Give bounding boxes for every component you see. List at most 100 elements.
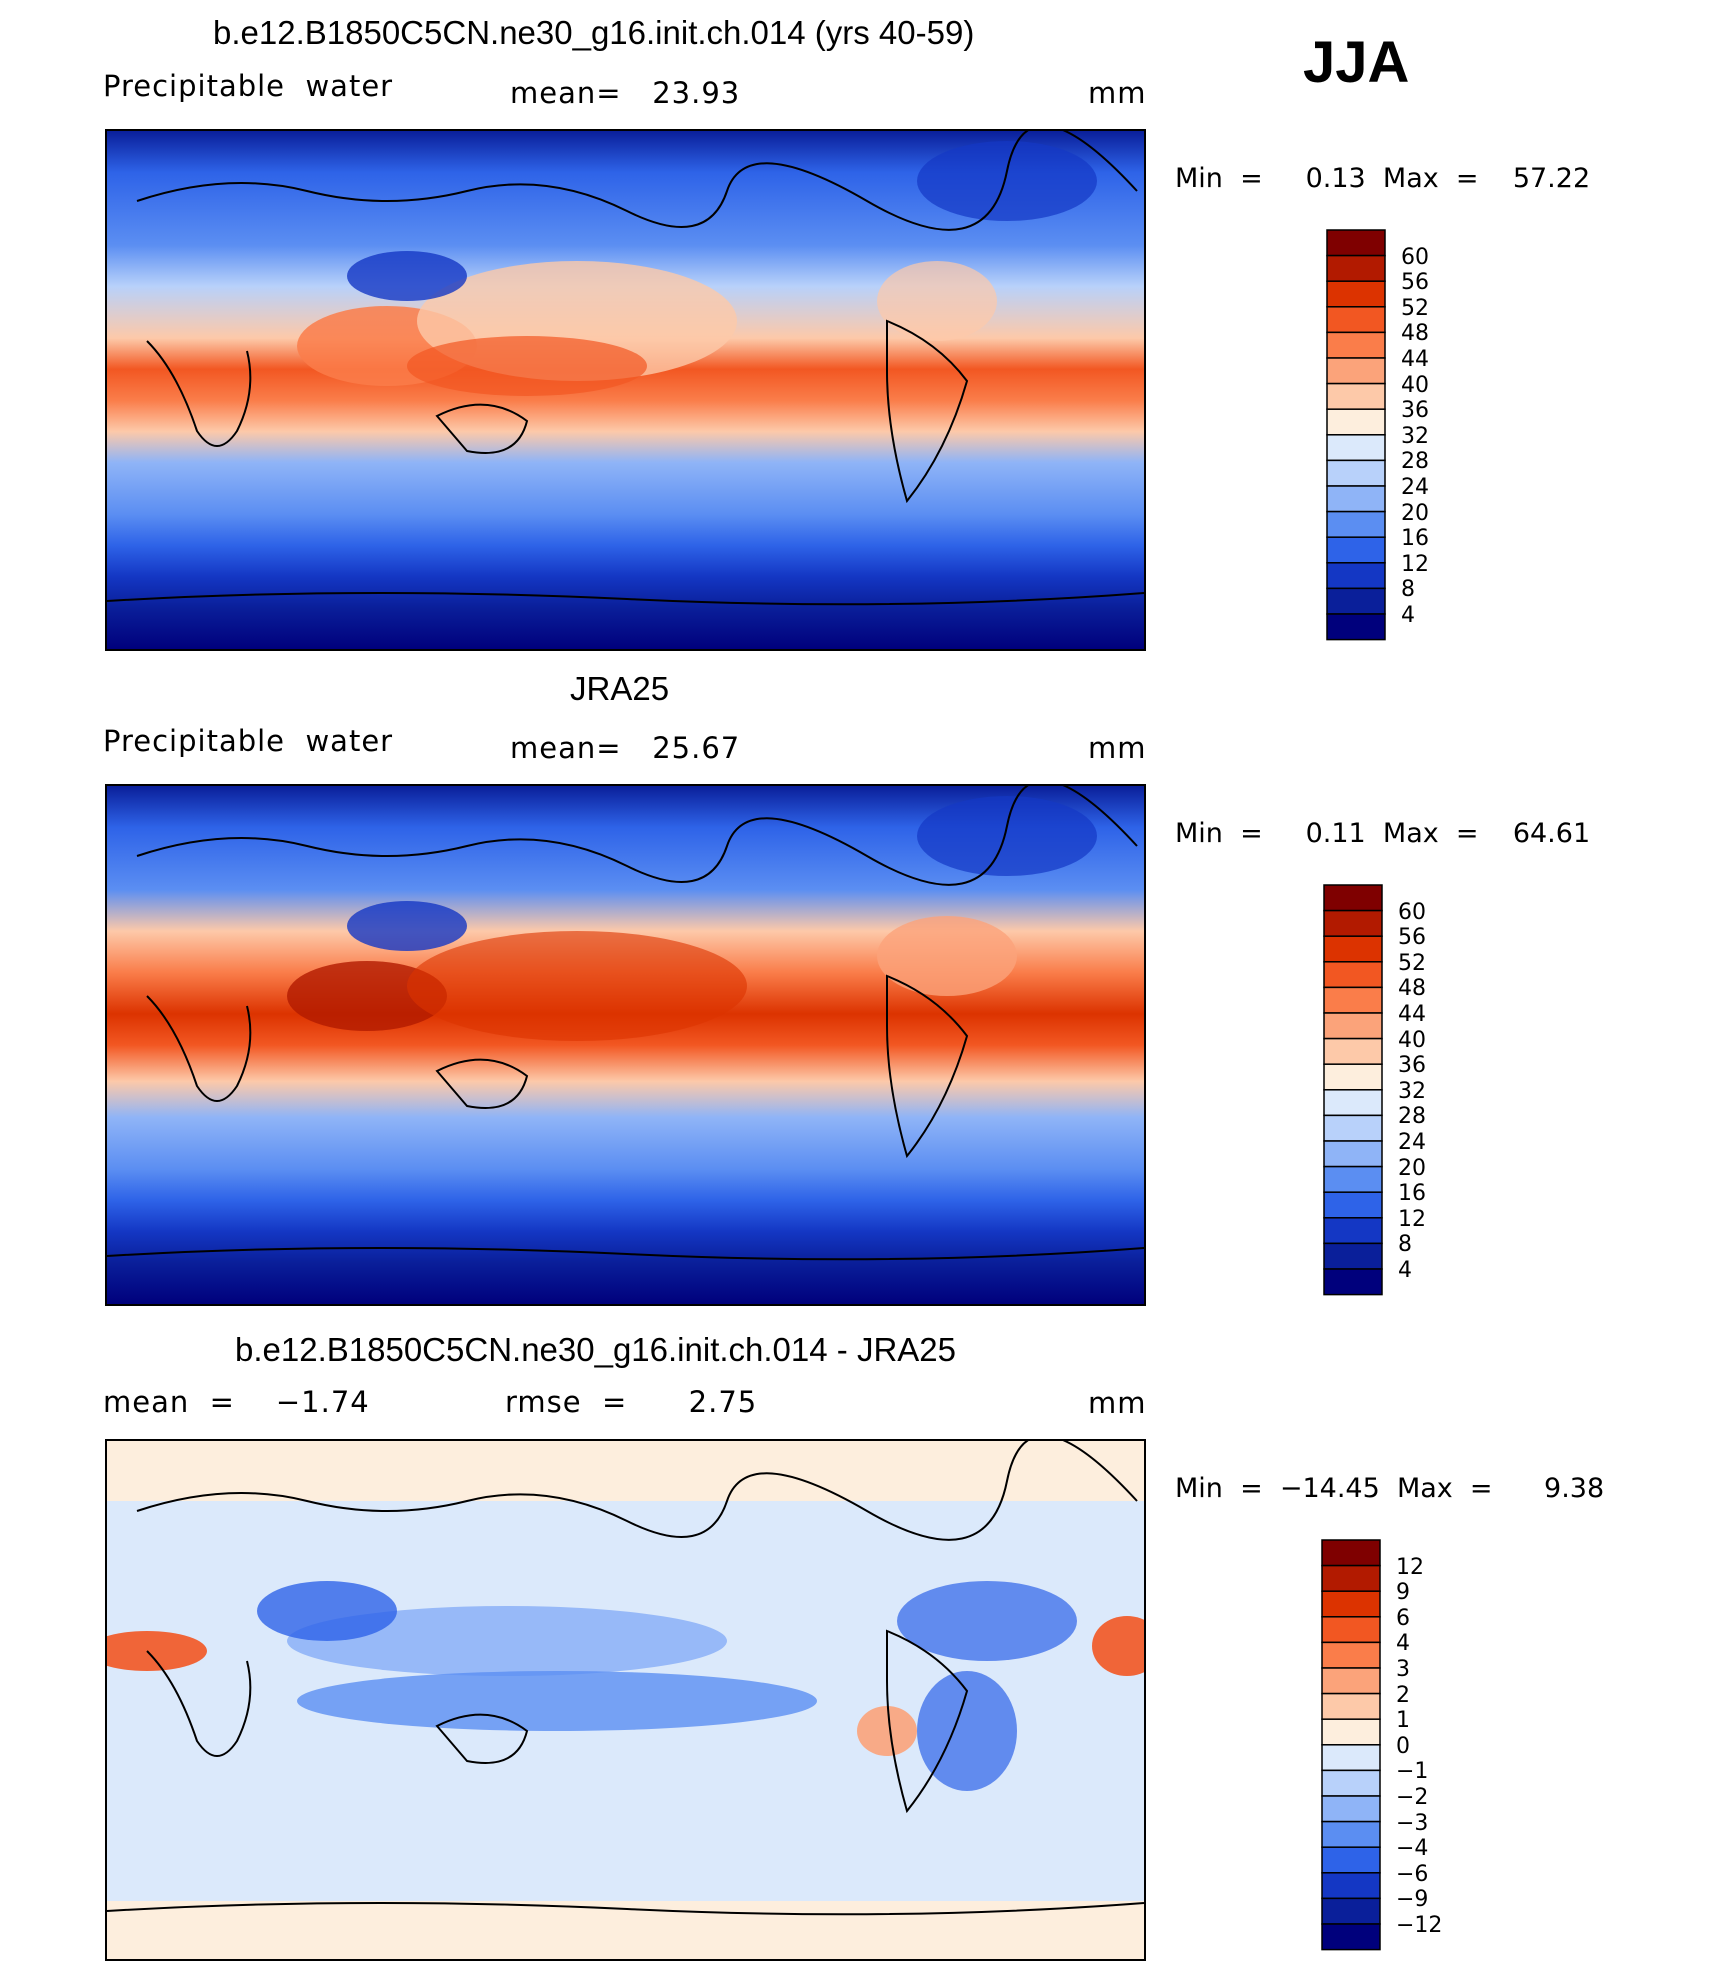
colorbar-tick-label: 60: [1401, 244, 1429, 270]
colorbar-segment: [1326, 587, 1386, 615]
colorbar-tick-label: −6: [1396, 1861, 1429, 1887]
colorbar-segment: [1326, 306, 1386, 334]
colorbar-tick-label: 60: [1398, 899, 1426, 925]
colorbar-segment: [1323, 1140, 1383, 1168]
colorbar-segment: [1326, 562, 1386, 590]
colorbar-segment: [1326, 229, 1386, 257]
panel3-title: b.e12.B1850C5CN.ne30_g16.init.ch.014 - J…: [235, 1331, 956, 1368]
colorbar-segment: [1323, 1268, 1383, 1296]
colorbar-tick-label: −2: [1396, 1785, 1429, 1810]
colorbar-tick-label: 6: [1396, 1605, 1410, 1631]
panel3-minmax: Min = −14.45 Max = 9.38: [1175, 1473, 1605, 1504]
colorbar-segment: [1321, 1539, 1381, 1567]
colorbar-tick-label: 2: [1396, 1682, 1410, 1708]
colorbar-tick-label: −12: [1396, 1913, 1443, 1938]
colorbar-tick-label: 16: [1398, 1181, 1426, 1207]
colorbar-segment: [1323, 935, 1383, 963]
panel1-map: [105, 129, 1146, 651]
colorbar-tick-label: 48: [1398, 976, 1426, 1002]
colorbar-segment: [1326, 331, 1386, 359]
colorbar-tick-label: −3: [1396, 1810, 1429, 1836]
colorbar-segment: [1321, 1897, 1381, 1925]
colorbar-tick-label: 28: [1398, 1104, 1426, 1130]
colorbar-tick-label: −9: [1396, 1887, 1429, 1913]
panel1-variable-label: Precipitable water: [103, 69, 394, 103]
colorbar-segment: [1326, 357, 1386, 385]
colorbar-tick-label: 40: [1398, 1027, 1426, 1053]
colorbar-tick-label: 4: [1398, 1258, 1412, 1283]
colorbar-tick-label: 24: [1398, 1130, 1426, 1155]
colorbar-tick-label: 20: [1401, 500, 1429, 526]
colorbar-segment: [1326, 510, 1386, 538]
colorbar-segment: [1326, 382, 1386, 410]
panel1-units-label: mm: [1088, 76, 1147, 110]
colorbar-svg: [1321, 1539, 1381, 1951]
colorbar-segment: [1321, 1846, 1381, 1874]
colorbar-tick-label: 3: [1396, 1657, 1410, 1682]
colorbar-segment: [1323, 1114, 1383, 1142]
colorbar-segment: [1326, 254, 1386, 282]
panel3-map: [105, 1439, 1146, 1961]
colorbar-tick-label: 52: [1398, 950, 1426, 976]
colorbar-tick-label: 36: [1398, 1053, 1426, 1079]
colorbar-tick-label: 44: [1401, 347, 1429, 372]
colorbar-segment: [1323, 1089, 1383, 1117]
colorbar-segment: [1321, 1616, 1381, 1644]
colorbar-segment: [1326, 459, 1386, 487]
colorbar-svg: [1326, 229, 1386, 641]
panel2-minmax: Min = 0.11 Max = 64.61: [1175, 818, 1591, 849]
colorbar-segment: [1321, 1692, 1381, 1720]
colorbar-tick-label: 52: [1401, 295, 1429, 321]
colorbar-tick-label: 8: [1398, 1232, 1412, 1258]
colorbar-segment: [1321, 1769, 1381, 1797]
colorbar-tick-label: 48: [1401, 321, 1429, 347]
colorbar-segment: [1326, 408, 1386, 436]
panel2-mean-label: mean= 25.67: [510, 731, 741, 765]
panel3-units-label: mm: [1088, 1386, 1147, 1420]
colorbar-tick-label: 8: [1401, 577, 1415, 603]
colorbar-segment: [1321, 1744, 1381, 1772]
colorbar-segment: [1321, 1872, 1381, 1900]
colorbar-tick-label: 16: [1401, 526, 1429, 552]
colorbar-segment: [1326, 280, 1386, 308]
panel1-minmax: Min = 0.13 Max = 57.22: [1175, 163, 1591, 194]
colorbar-tick-label: 12: [1398, 1206, 1426, 1232]
colorbar-segment: [1321, 1667, 1381, 1695]
colorbar-segment: [1326, 485, 1386, 513]
colorbar-tick-label: 56: [1398, 925, 1426, 951]
colorbar-segment: [1323, 1037, 1383, 1065]
colorbar-segment: [1326, 536, 1386, 564]
colorbar-tick-label: −4: [1396, 1836, 1429, 1862]
colorbar-segment: [1321, 1923, 1381, 1951]
colorbar-segment: [1321, 1820, 1381, 1848]
colorbar-tick-label: 20: [1398, 1155, 1426, 1181]
colorbar-tick-label: 36: [1401, 398, 1429, 424]
colorbar-segment: [1323, 1242, 1383, 1270]
colorbar-tick-label: 44: [1398, 1002, 1426, 1027]
colorbar-tick-label: 4: [1396, 1631, 1410, 1657]
colorbar-segment: [1323, 1165, 1383, 1193]
colorbar-tick-label: 4: [1401, 603, 1415, 628]
colorbar-tick-label: 56: [1401, 270, 1429, 296]
season-label: JJA: [1303, 30, 1410, 95]
colorbar-segment: [1321, 1564, 1381, 1592]
colorbar-segment: [1321, 1590, 1381, 1618]
panel3-mean-label: mean = −1.74: [103, 1385, 370, 1419]
colorbar-segment: [1323, 1063, 1383, 1091]
colorbar-svg: [1323, 884, 1383, 1296]
colorbar-tick-label: 24: [1401, 475, 1429, 500]
colorbar-segment: [1326, 434, 1386, 462]
colorbar-segment: [1323, 1012, 1383, 1040]
panel2-title: JRA25: [570, 670, 670, 707]
colorbar-tick-label: 12: [1401, 551, 1429, 577]
colorbar-tick-label: −1: [1396, 1759, 1429, 1785]
panel2-units-label: mm: [1088, 731, 1147, 765]
panel2-map: [105, 784, 1146, 1306]
colorbar-segment: [1323, 1191, 1383, 1219]
panel2-variable-label: Precipitable water: [103, 724, 394, 758]
colorbar-segment: [1326, 613, 1386, 641]
colorbar-segment: [1321, 1795, 1381, 1823]
panel1-title: b.e12.B1850C5CN.ne30_g16.init.ch.014 (yr…: [213, 14, 975, 51]
colorbar-segment: [1323, 961, 1383, 989]
colorbar-segment: [1323, 909, 1383, 937]
